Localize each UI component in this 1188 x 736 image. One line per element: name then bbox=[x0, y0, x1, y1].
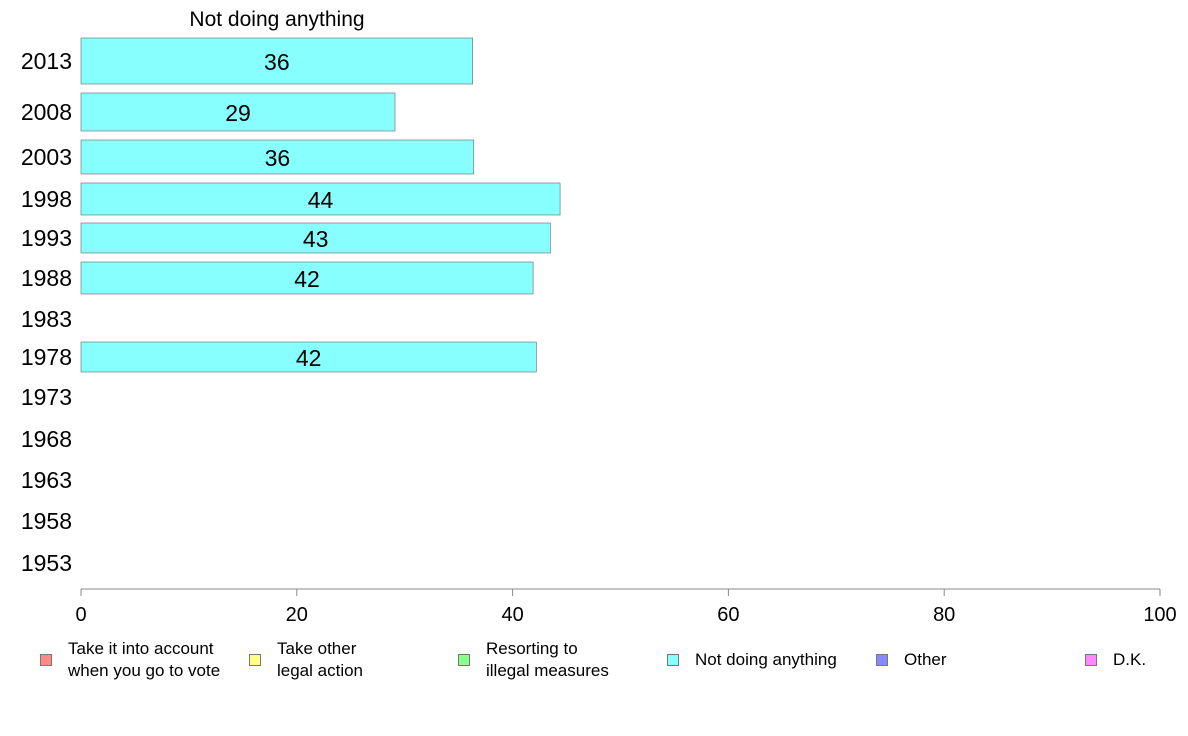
legend-label: Resorting to illegal measures bbox=[486, 639, 609, 680]
y-tick-label: 1998 bbox=[21, 186, 72, 212]
legend-swatch bbox=[458, 654, 470, 666]
y-tick-label: 1993 bbox=[21, 225, 72, 251]
y-tick-label: 1963 bbox=[21, 467, 72, 493]
legend-swatch bbox=[1085, 654, 1097, 666]
chart-title: Not doing anything bbox=[189, 8, 364, 31]
legend-swatch bbox=[876, 654, 888, 666]
y-tick-label: 1968 bbox=[21, 426, 72, 452]
y-tick-label: 1978 bbox=[21, 344, 72, 370]
bar bbox=[80, 341, 537, 373]
legend-item: Take other legal action bbox=[249, 638, 363, 682]
bar bbox=[80, 182, 561, 216]
legend-label: Take it into account when you go to vote bbox=[68, 639, 221, 680]
bar bbox=[80, 261, 534, 295]
x-tick-label: 80 bbox=[933, 604, 955, 626]
bar-value-label: 43 bbox=[303, 226, 329, 252]
legend-label: Not doing anything bbox=[695, 650, 837, 669]
bar-value-label: 29 bbox=[225, 100, 251, 126]
legend-item: Other bbox=[876, 638, 947, 671]
x-tick-label: 0 bbox=[75, 604, 86, 626]
x-tick-label: 60 bbox=[717, 604, 739, 626]
bar bbox=[80, 37, 473, 85]
y-tick-label: 1988 bbox=[21, 265, 72, 291]
bar-value-label: 44 bbox=[308, 187, 334, 213]
legend-item: D.K. bbox=[1085, 638, 1146, 671]
bar bbox=[80, 222, 551, 254]
y-tick-label: 2003 bbox=[21, 144, 72, 170]
y-tick-label: 2013 bbox=[21, 48, 72, 74]
bar-value-label: 42 bbox=[294, 266, 320, 292]
y-tick-label: 1958 bbox=[21, 508, 72, 534]
legend-item: Resorting to illegal measures bbox=[458, 638, 609, 682]
bars-group: 36 29 36 44 43 42 42 bbox=[80, 37, 561, 373]
legend-label: D.K. bbox=[1113, 650, 1147, 669]
x-tick-label: 40 bbox=[501, 604, 523, 626]
bar bbox=[80, 92, 396, 132]
bar bbox=[80, 139, 475, 175]
bar-value-label: 36 bbox=[264, 49, 290, 75]
legend: Take it into account when you go to vote… bbox=[0, 638, 1188, 698]
legend-item: Take it into account when you go to vote bbox=[40, 638, 220, 682]
bar-value-label: 42 bbox=[296, 345, 322, 371]
y-tick-label: 1973 bbox=[21, 384, 72, 410]
y-tick-label: 1983 bbox=[21, 306, 72, 332]
legend-swatch bbox=[249, 654, 261, 666]
y-tick-label: 1953 bbox=[21, 550, 72, 576]
x-axis: 0 20 40 60 80 100 bbox=[75, 588, 1177, 626]
x-tick-label: 20 bbox=[286, 604, 308, 626]
bar-value-label: 36 bbox=[265, 145, 291, 171]
legend-swatch bbox=[40, 654, 52, 666]
legend-swatch bbox=[667, 654, 679, 666]
legend-label: Other bbox=[904, 650, 947, 669]
y-tick-labels: 2013 2008 2003 1998 1993 1988 1983 1978 1973 1968… bbox=[21, 48, 72, 576]
legend-label: Take other legal action bbox=[277, 639, 364, 680]
x-tick-label: 100 bbox=[1143, 604, 1176, 626]
y-tick-label: 2008 bbox=[21, 99, 72, 125]
legend-item: Not doing anything bbox=[667, 638, 837, 671]
